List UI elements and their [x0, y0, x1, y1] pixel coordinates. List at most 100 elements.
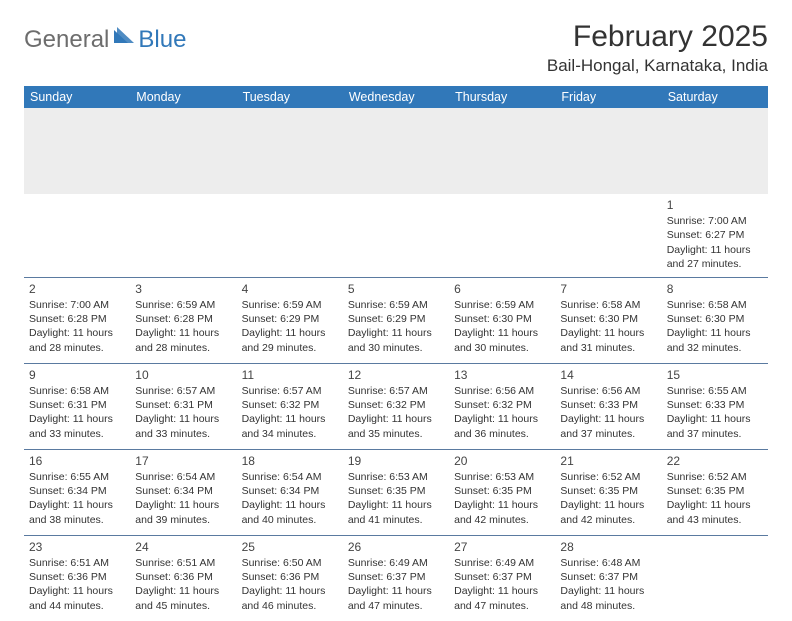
day-number: 28 [560, 539, 656, 555]
sunset: Sunset: 6:31 PM [29, 398, 125, 412]
sunrise: Sunrise: 6:58 AM [29, 384, 125, 398]
week-row: 1Sunrise: 7:00 AMSunset: 6:27 PMDaylight… [24, 194, 768, 277]
day-cell: 15Sunrise: 6:55 AMSunset: 6:33 PMDayligh… [662, 363, 768, 449]
day-cell: 12Sunrise: 6:57 AMSunset: 6:32 PMDayligh… [343, 363, 449, 449]
month-title: February 2025 [547, 20, 768, 54]
day-number: 17 [135, 453, 231, 469]
day-number: 4 [242, 281, 338, 297]
sunrise: Sunrise: 6:49 AM [348, 556, 444, 570]
day-cell: 10Sunrise: 6:57 AMSunset: 6:31 PMDayligh… [130, 363, 236, 449]
sunrise: Sunrise: 6:54 AM [242, 470, 338, 484]
sunrise: Sunrise: 6:54 AM [135, 470, 231, 484]
logo-triangle-icon [114, 27, 136, 50]
logo: General Blue [24, 20, 186, 54]
day-number: 6 [454, 281, 550, 297]
day-cell: 8Sunrise: 6:58 AMSunset: 6:30 PMDaylight… [662, 277, 768, 363]
daylight: Daylight: 11 hours and 37 minutes. [667, 412, 763, 440]
day-number: 13 [454, 367, 550, 383]
day-number: 19 [348, 453, 444, 469]
day-number: 16 [29, 453, 125, 469]
day-number: 14 [560, 367, 656, 383]
day-header-row: SundayMondayTuesdayWednesdayThursdayFrid… [24, 86, 768, 108]
sunset: Sunset: 6:36 PM [135, 570, 231, 584]
week-row: 2Sunrise: 7:00 AMSunset: 6:28 PMDaylight… [24, 277, 768, 363]
empty-cell [449, 194, 555, 277]
day-number: 7 [560, 281, 656, 297]
sunset: Sunset: 6:28 PM [135, 312, 231, 326]
sunset: Sunset: 6:32 PM [454, 398, 550, 412]
daylight: Daylight: 11 hours and 27 minutes. [667, 243, 763, 271]
sunset: Sunset: 6:35 PM [667, 484, 763, 498]
sunset: Sunset: 6:30 PM [560, 312, 656, 326]
day-header: Monday [130, 86, 236, 108]
day-cell: 28Sunrise: 6:48 AMSunset: 6:37 PMDayligh… [555, 535, 661, 621]
day-cell: 6Sunrise: 6:59 AMSunset: 6:30 PMDaylight… [449, 277, 555, 363]
day-number: 25 [242, 539, 338, 555]
daylight: Daylight: 11 hours and 36 minutes. [454, 412, 550, 440]
day-number: 12 [348, 367, 444, 383]
day-cell: 23Sunrise: 6:51 AMSunset: 6:36 PMDayligh… [24, 535, 130, 621]
sunrise: Sunrise: 7:00 AM [667, 214, 763, 228]
daylight: Daylight: 11 hours and 34 minutes. [242, 412, 338, 440]
daylight: Daylight: 11 hours and 38 minutes. [29, 498, 125, 526]
daylight: Daylight: 11 hours and 31 minutes. [560, 326, 656, 354]
sunset: Sunset: 6:29 PM [348, 312, 444, 326]
daylight: Daylight: 11 hours and 48 minutes. [560, 584, 656, 612]
sunset: Sunset: 6:29 PM [242, 312, 338, 326]
daylight: Daylight: 11 hours and 32 minutes. [667, 326, 763, 354]
day-number: 5 [348, 281, 444, 297]
day-number: 11 [242, 367, 338, 383]
sunset: Sunset: 6:35 PM [348, 484, 444, 498]
sunset: Sunset: 6:34 PM [135, 484, 231, 498]
day-header: Thursday [449, 86, 555, 108]
sunset: Sunset: 6:35 PM [454, 484, 550, 498]
day-cell: 21Sunrise: 6:52 AMSunset: 6:35 PMDayligh… [555, 449, 661, 535]
week-row: 23Sunrise: 6:51 AMSunset: 6:36 PMDayligh… [24, 535, 768, 621]
daylight: Daylight: 11 hours and 28 minutes. [29, 326, 125, 354]
sunrise: Sunrise: 6:58 AM [560, 298, 656, 312]
sunrise: Sunrise: 6:56 AM [560, 384, 656, 398]
daylight: Daylight: 11 hours and 30 minutes. [348, 326, 444, 354]
daylight: Daylight: 11 hours and 41 minutes. [348, 498, 444, 526]
day-cell: 5Sunrise: 6:59 AMSunset: 6:29 PMDaylight… [343, 277, 449, 363]
day-cell: 27Sunrise: 6:49 AMSunset: 6:37 PMDayligh… [449, 535, 555, 621]
sunset: Sunset: 6:37 PM [454, 570, 550, 584]
daylight: Daylight: 11 hours and 42 minutes. [560, 498, 656, 526]
sunset: Sunset: 6:30 PM [454, 312, 550, 326]
header: General Blue February 2025 Bail-Hongal, … [24, 20, 768, 76]
sunset: Sunset: 6:30 PM [667, 312, 763, 326]
day-cell: 18Sunrise: 6:54 AMSunset: 6:34 PMDayligh… [237, 449, 343, 535]
empty-cell [555, 194, 661, 277]
empty-cell [237, 194, 343, 277]
day-cell: 4Sunrise: 6:59 AMSunset: 6:29 PMDaylight… [237, 277, 343, 363]
day-number: 2 [29, 281, 125, 297]
day-cell: 2Sunrise: 7:00 AMSunset: 6:28 PMDaylight… [24, 277, 130, 363]
sunrise: Sunrise: 6:52 AM [667, 470, 763, 484]
day-number: 27 [454, 539, 550, 555]
daylight: Daylight: 11 hours and 30 minutes. [454, 326, 550, 354]
day-cell: 26Sunrise: 6:49 AMSunset: 6:37 PMDayligh… [343, 535, 449, 621]
empty-strip-cell [662, 108, 768, 194]
sunrise: Sunrise: 6:51 AM [135, 556, 231, 570]
empty-strip-cell [24, 108, 130, 194]
sunset: Sunset: 6:37 PM [560, 570, 656, 584]
day-number: 3 [135, 281, 231, 297]
day-cell: 11Sunrise: 6:57 AMSunset: 6:32 PMDayligh… [237, 363, 343, 449]
daylight: Daylight: 11 hours and 45 minutes. [135, 584, 231, 612]
day-number: 21 [560, 453, 656, 469]
sunrise: Sunrise: 6:53 AM [348, 470, 444, 484]
week-row: 9Sunrise: 6:58 AMSunset: 6:31 PMDaylight… [24, 363, 768, 449]
daylight: Daylight: 11 hours and 28 minutes. [135, 326, 231, 354]
day-number: 18 [242, 453, 338, 469]
sunset: Sunset: 6:27 PM [667, 228, 763, 242]
sunrise: Sunrise: 6:59 AM [348, 298, 444, 312]
sunrise: Sunrise: 6:52 AM [560, 470, 656, 484]
sunset: Sunset: 6:34 PM [242, 484, 338, 498]
logo-text-general: General [24, 26, 109, 54]
day-number: 22 [667, 453, 763, 469]
day-cell: 9Sunrise: 6:58 AMSunset: 6:31 PMDaylight… [24, 363, 130, 449]
day-cell: 14Sunrise: 6:56 AMSunset: 6:33 PMDayligh… [555, 363, 661, 449]
sunrise: Sunrise: 6:50 AM [242, 556, 338, 570]
daylight: Daylight: 11 hours and 42 minutes. [454, 498, 550, 526]
day-cell: 25Sunrise: 6:50 AMSunset: 6:36 PMDayligh… [237, 535, 343, 621]
